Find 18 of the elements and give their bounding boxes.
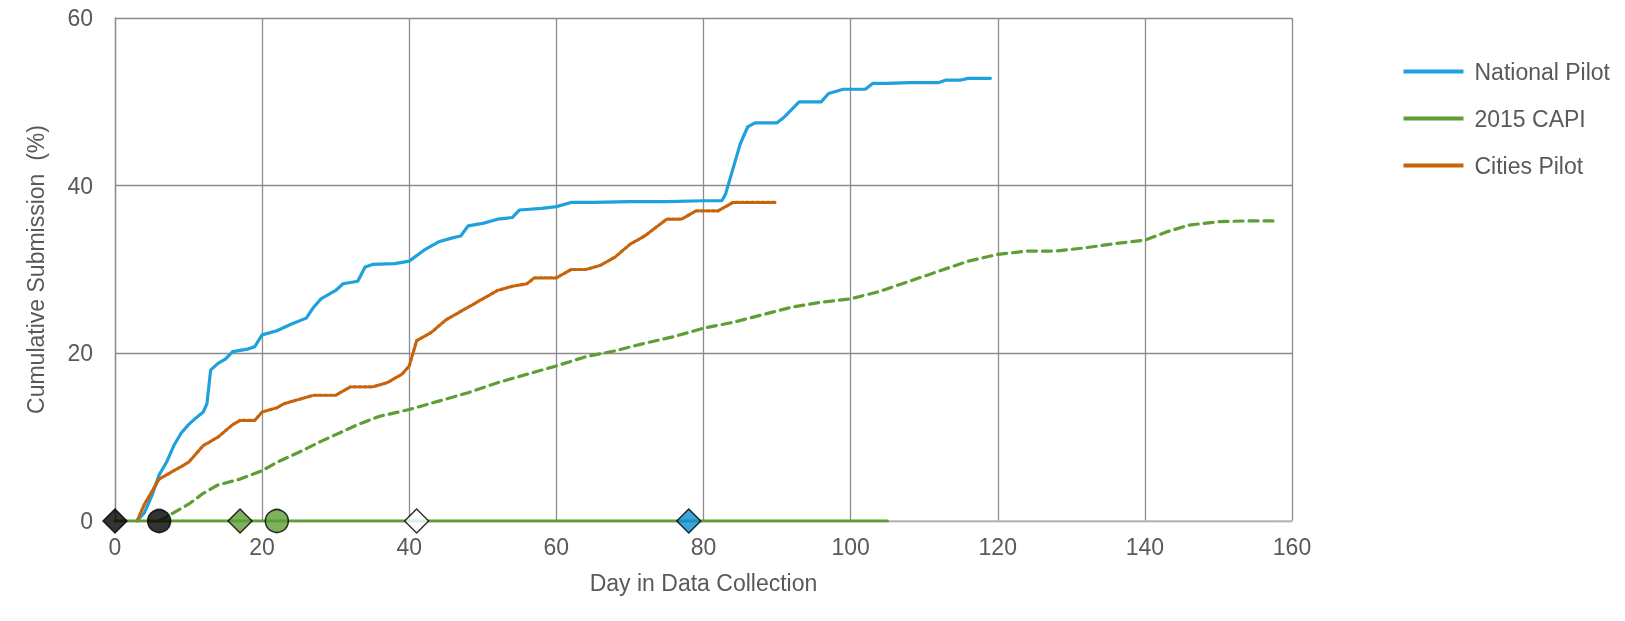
legend-label: Cities Pilot: [1474, 152, 1584, 179]
x-axis-title: Day in Data Collection: [589, 569, 818, 596]
x-tick-label: 160: [1272, 533, 1312, 560]
y-axis-title: Cumulative Submission (%): [22, 125, 49, 414]
x-tick-label: 80: [690, 533, 717, 560]
x-tick-label: 0: [108, 533, 122, 560]
legend-label: National Pilot: [1474, 58, 1611, 85]
x-tick-label: 40: [396, 533, 423, 560]
y-tick-label: 0: [80, 508, 93, 534]
y-tick-label: 20: [67, 340, 93, 367]
x-tick-label: 140: [1125, 533, 1165, 560]
y-tick-label: 60: [67, 5, 93, 31]
x-tick-label: 60: [543, 533, 570, 560]
x-tick-label: 20: [249, 533, 275, 560]
legend-label: 2015 CAPI: [1474, 105, 1586, 132]
y-tick-label: 40: [67, 172, 93, 199]
x-tick-label: 120: [978, 533, 1017, 560]
x-tick-label: 100: [831, 533, 870, 560]
